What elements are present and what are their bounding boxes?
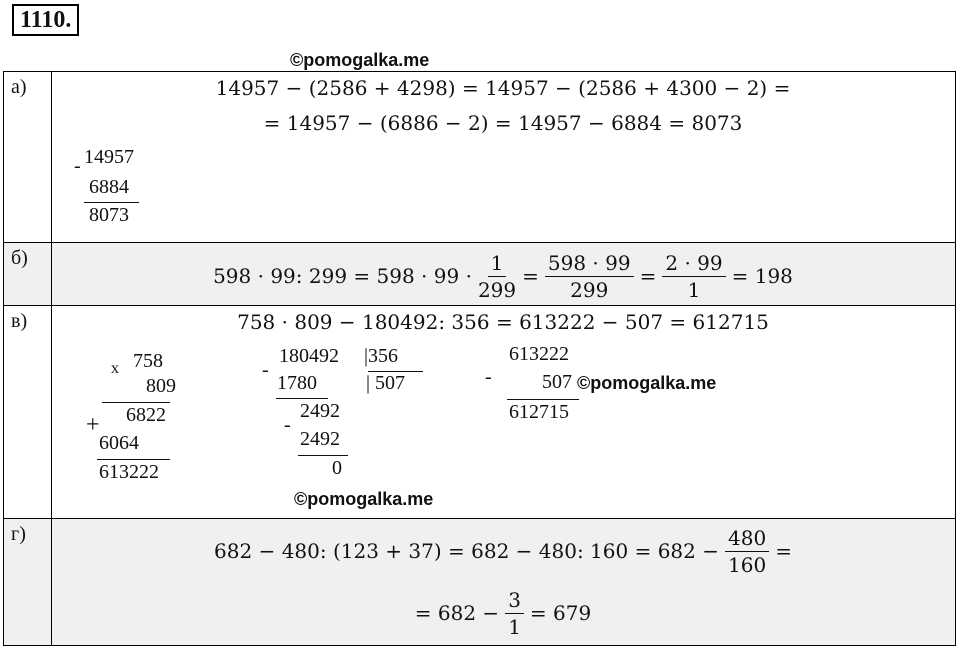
equation: 682 − 480: (123 + 37) = 682 − 480: 160 =…	[51, 521, 955, 581]
row-v: в) 758 · 809 − 180492: 356 = 613222 − 50…	[3, 305, 956, 519]
fraction: 2 · 99 1	[662, 250, 726, 303]
equation: 14957 − (2586 + 4298) = 14957 − (2586 + …	[215, 76, 791, 100]
rule	[102, 402, 170, 403]
equation: 758 · 809 − 180492: 356 = 613222 − 507 =…	[237, 310, 769, 334]
text: 682 − 480: (123 + 37) = 682 − 480: 160 =…	[214, 539, 719, 563]
divider	[51, 72, 52, 242]
row-label: а)	[11, 76, 27, 98]
operand: 758	[133, 350, 163, 372]
sign: -	[262, 359, 269, 381]
numerator: 3	[505, 587, 524, 614]
text: = 679	[529, 601, 592, 625]
operand: 507	[542, 371, 572, 393]
denominator: 1	[508, 614, 521, 639]
text: =	[775, 539, 792, 563]
result: 613222	[99, 461, 159, 483]
numerator: 1	[487, 250, 507, 277]
partial: 6822	[126, 404, 166, 426]
watermark: ©pomogalka.me	[577, 373, 717, 393]
problem-number: 1110.	[12, 4, 80, 36]
rule	[507, 399, 579, 400]
denominator: 160	[728, 552, 767, 577]
row-g: г) 682 − 480: (123 + 37) = 682 − 480: 16…	[3, 518, 956, 646]
divider	[51, 519, 52, 645]
equation: 598 · 99: 299 = 598 · 99 · 1 299 = 598 · …	[51, 247, 955, 305]
denominator: 1	[687, 277, 701, 302]
subtrahend: 2492	[300, 428, 340, 450]
rule	[368, 371, 423, 372]
fraction: 598 · 99 299	[544, 250, 634, 303]
divider	[51, 306, 52, 518]
fraction: 480 160	[725, 525, 770, 578]
rule	[84, 202, 139, 203]
rule	[298, 455, 348, 456]
dividend: 180492	[279, 345, 339, 367]
row-b: б) 598 · 99: 299 = 598 · 99 · 1 299 = 598…	[3, 242, 956, 306]
operand: 6884	[89, 176, 129, 198]
divisor: |356	[364, 345, 399, 367]
text: =	[522, 264, 539, 288]
text: 598 · 99: 299 = 598 · 99 ·	[213, 264, 472, 288]
operand: 613222	[509, 343, 569, 365]
text: = 682 −	[414, 601, 500, 625]
row-label: б)	[11, 247, 28, 269]
row-label: г)	[11, 523, 26, 545]
result: 612715	[509, 401, 569, 423]
watermark: ©pomogalka.me	[294, 489, 434, 509]
equation: = 14957 − (6886 − 2) = 14957 − 6884 = 80…	[263, 111, 743, 135]
sign: -	[74, 155, 81, 177]
numerator: 598 · 99	[544, 250, 634, 277]
result: 8073	[89, 204, 129, 226]
text: = 198	[731, 264, 793, 288]
rule	[276, 398, 328, 399]
rule	[97, 459, 170, 460]
row-a: а) 14957 − (2586 + 4298) = 14957 − (2586…	[3, 71, 956, 243]
remainder: 0	[332, 457, 342, 479]
remainder: 2492	[300, 400, 340, 422]
fraction: 1 299	[478, 250, 516, 303]
row-label: в)	[11, 310, 28, 332]
divider	[51, 243, 52, 305]
sign: -	[284, 414, 291, 436]
subtrahend: 1780	[277, 372, 317, 394]
quotient: | 507	[366, 372, 406, 394]
numerator: 480	[725, 525, 770, 552]
text: =	[639, 264, 657, 288]
denominator: 299	[477, 277, 517, 302]
operand: 14957	[84, 146, 134, 168]
denominator: 299	[570, 277, 609, 302]
partial: 6064	[99, 432, 139, 454]
numerator: 2 · 99	[662, 250, 726, 277]
sign: x	[111, 360, 119, 377]
sign: -	[485, 366, 492, 388]
watermark: ©pomogalka.me	[290, 50, 430, 70]
sign: +	[86, 412, 100, 438]
operand: 809	[146, 375, 176, 397]
